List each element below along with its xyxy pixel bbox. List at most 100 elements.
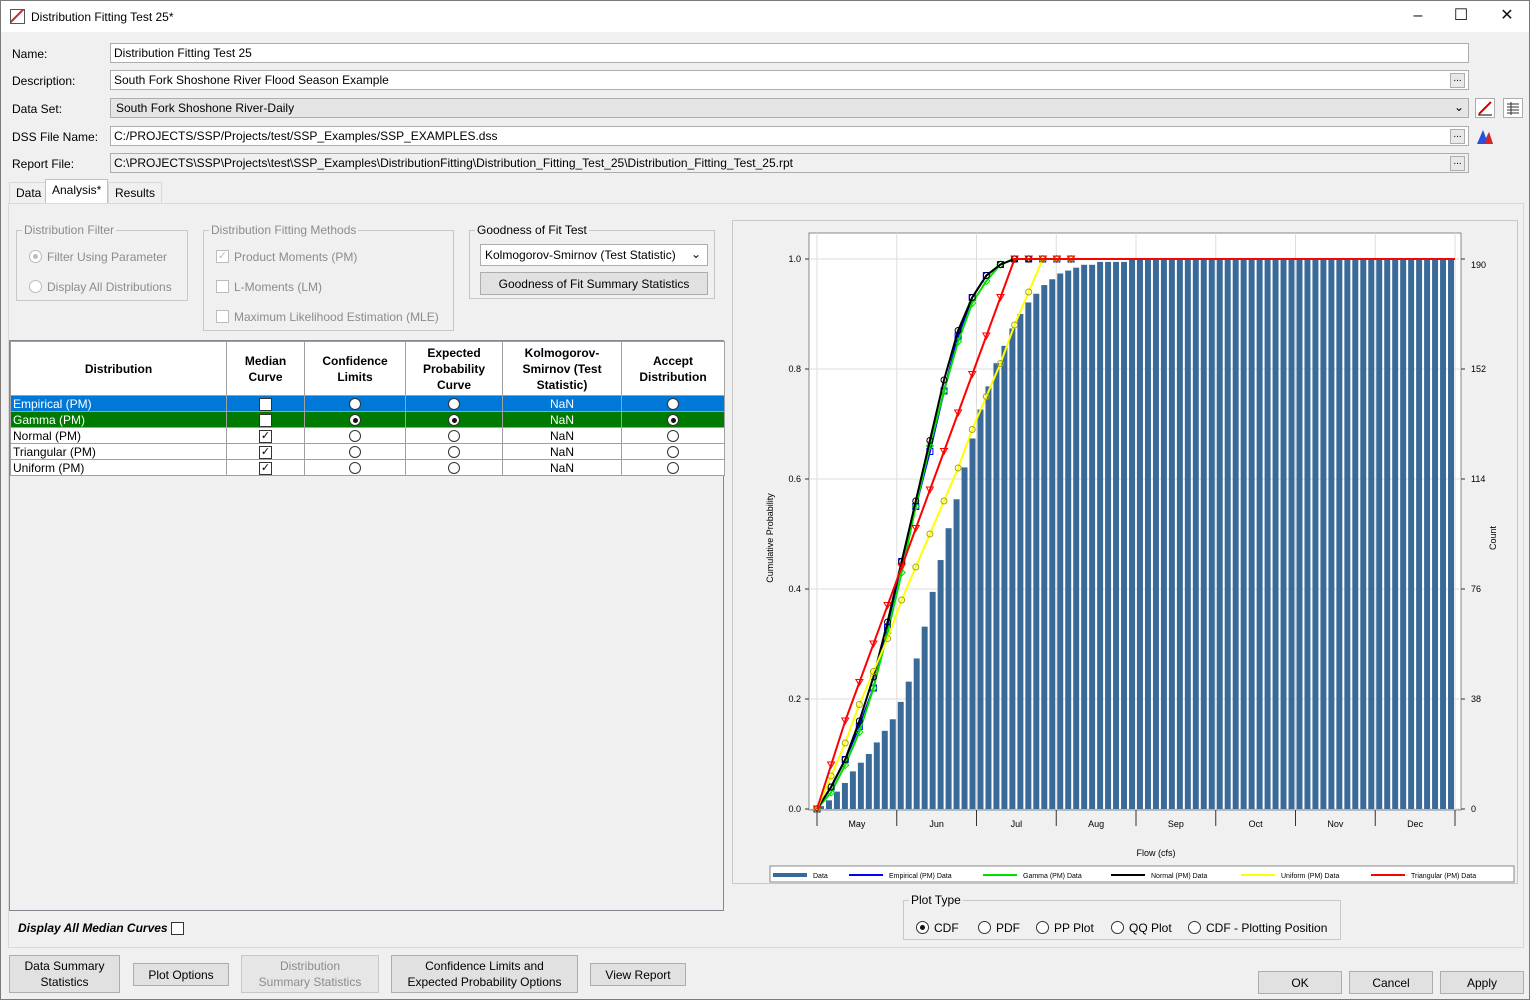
median-curve-checkbox[interactable]: ✓ — [226, 395, 305, 412]
median-curve-checkbox[interactable]: ✓ — [226, 427, 305, 444]
l-moments-checkbox[interactable]: L-Moments (LM) — [216, 279, 322, 294]
header-accept-distribution[interactable]: Accept Distribution — [621, 341, 725, 396]
fitting-methods-group: Distribution Fitting Methods ✓ Product Mo… — [203, 223, 454, 331]
table-row[interactable]: Uniform (PM) ✓ NaN — [10, 459, 725, 476]
distribution-filter-title: Distribution Filter — [22, 223, 117, 237]
expected-probability-radio[interactable] — [405, 427, 503, 444]
series-line — [816, 258, 1455, 810]
dss-input[interactable]: C:/PROJECTS/SSP/Projects/test/SSP_Exampl… — [110, 126, 1469, 146]
dss-plot-icon[interactable] — [1475, 126, 1495, 146]
table-dataset-icon[interactable] — [1503, 98, 1523, 118]
gof-test-select[interactable]: Kolmogorov-Smirnov (Test Statistic) ⌄ — [480, 244, 708, 266]
confidence-limits-radio[interactable] — [304, 443, 406, 460]
maximize-icon[interactable]: ☐ — [1453, 7, 1469, 24]
tab-results[interactable]: Results — [108, 182, 163, 203]
gof-summary-button[interactable]: Goodness of Fit Summary Statistics — [480, 272, 708, 295]
display-all-median-curves[interactable]: Display All Median Curves — [18, 921, 184, 936]
goodness-of-fit-title: Goodness of Fit Test — [475, 223, 589, 237]
expected-probability-radio[interactable] — [405, 459, 503, 476]
gof-test-value: Kolmogorov-Smirnov (Test Statistic) — [485, 248, 676, 262]
median-curve-checkbox[interactable]: ✓ — [226, 411, 305, 428]
report-ellipsis-button[interactable]: ... — [1450, 156, 1465, 171]
accept-distribution-radio[interactable] — [621, 459, 725, 476]
tab-analysis[interactable]: Analysis* — [45, 179, 109, 203]
data-summary-statistics-button[interactable]: Data Summary Statistics — [9, 955, 120, 993]
header-confidence-limits[interactable]: Confidence Limits — [304, 341, 406, 396]
fitting-methods-title: Distribution Fitting Methods — [209, 223, 359, 237]
mle-checkbox[interactable]: Maximum Likelihood Estimation (MLE) — [216, 309, 439, 324]
accept-distribution-radio[interactable] — [621, 427, 725, 444]
histogram-bar — [1057, 273, 1064, 809]
header-median-curve[interactable]: Median Curve — [226, 341, 305, 396]
description-label: Description: — [12, 74, 76, 88]
histogram-bar — [1216, 259, 1223, 809]
data-point — [967, 371, 977, 379]
plot-dataset-icon[interactable] — [1475, 98, 1495, 118]
distribution-name: Empirical (PM) — [10, 395, 227, 412]
histogram-bar — [913, 658, 920, 809]
confidence-limits-radio[interactable] — [304, 459, 406, 476]
expected-probability-radio[interactable] — [405, 395, 503, 412]
histogram-bar — [1192, 259, 1199, 809]
dataset-select[interactable]: South Fork Shoshone River-Daily ⌄ — [110, 98, 1469, 118]
expected-probability-radio[interactable] — [405, 443, 503, 460]
cdf-plotting-position-radio[interactable]: CDF - Plotting Position — [1188, 920, 1327, 935]
dss-ellipsis-button[interactable]: ... — [1450, 129, 1465, 144]
chevron-down-icon: ⌄ — [690, 247, 701, 261]
pdf-radio[interactable]: PDF — [978, 920, 1020, 935]
table-row[interactable]: Empirical (PM) ✓ NaN — [10, 395, 725, 412]
header-expected-probability[interactable]: Expected Probability Curve — [405, 341, 503, 396]
view-report-button[interactable]: View Report — [590, 963, 686, 986]
confidence-limits-radio[interactable] — [304, 411, 406, 428]
cdf-chart[interactable]: 0.0 0.2 0.4 0.6 0.8 1.0 0 38 76 114 152 190 May Jun… — [741, 220, 1517, 884]
confidence-limits-options-button[interactable]: Confidence Limits and Expected Probabilit… — [391, 955, 578, 993]
histogram-bar — [1176, 259, 1183, 809]
histogram-bar — [969, 438, 976, 809]
filter-using-parameter-radio[interactable]: Filter Using Parameter — [29, 249, 167, 264]
table-row[interactable]: Gamma (PM) ✓ NaN — [10, 411, 725, 428]
qq-plot-radio[interactable]: QQ Plot — [1111, 920, 1172, 935]
data-point — [996, 360, 1004, 367]
histogram-bar — [897, 701, 904, 809]
median-curve-checkbox[interactable]: ✓ — [226, 459, 305, 476]
accept-distribution-radio[interactable] — [621, 411, 725, 428]
product-moments-checkbox[interactable]: ✓ Product Moments (PM) — [216, 249, 358, 264]
header-ks-statistic[interactable]: Kolmogorov-Smirnov (Test Statistic) — [502, 341, 622, 396]
close-icon[interactable]: ✕ — [1500, 7, 1514, 24]
expected-probability-radio[interactable] — [405, 411, 503, 428]
legend-label: Gamma (PM) Data — [1023, 873, 1082, 880]
accept-distribution-radio[interactable] — [621, 443, 725, 460]
apply-button[interactable]: Apply — [1440, 971, 1524, 994]
ok-button[interactable]: OK — [1258, 971, 1342, 994]
report-input[interactable]: C:\PROJECTS\SSP\Projects\test\SSP_Exampl… — [110, 153, 1469, 173]
description-input[interactable]: South Fork Shoshone River Flood Season E… — [110, 70, 1469, 90]
cancel-button[interactable]: Cancel — [1349, 971, 1433, 994]
y-tick-label: 0.2 — [788, 694, 801, 704]
minimize-icon[interactable]: – — [1413, 7, 1423, 24]
confidence-limits-radio[interactable] — [304, 427, 406, 444]
x-tick-label: Aug — [1088, 819, 1104, 829]
x-tick-label: Jun — [929, 819, 944, 829]
name-input[interactable]: Distribution Fitting Test 25 — [110, 43, 1469, 63]
histogram-bar — [929, 591, 936, 809]
plot-options-button[interactable]: Plot Options — [133, 963, 229, 986]
tab-data[interactable]: Data — [9, 182, 49, 203]
data-point — [968, 294, 976, 301]
distribution-summary-statistics-button[interactable]: Distribution Summary Statistics — [241, 955, 379, 993]
data-point — [939, 448, 949, 456]
data-point — [912, 497, 920, 505]
plot-type-title: Plot Type — [909, 893, 963, 907]
confidence-limits-radio[interactable] — [304, 395, 406, 412]
display-all-median-checkbox[interactable] — [170, 922, 184, 936]
median-curve-checkbox[interactable]: ✓ — [226, 443, 305, 460]
cdf-radio[interactable]: CDF — [916, 920, 959, 935]
table-row[interactable]: Triangular (PM) ✓ NaN — [10, 443, 725, 460]
data-point — [855, 727, 864, 737]
accept-distribution-radio[interactable] — [621, 395, 725, 412]
header-distribution[interactable]: Distribution — [10, 341, 227, 396]
table-row[interactable]: Normal (PM) ✓ NaN — [10, 427, 725, 444]
description-ellipsis-button[interactable]: ... — [1450, 73, 1465, 88]
pp-plot-radio[interactable]: PP Plot — [1036, 920, 1094, 935]
display-all-distributions-radio[interactable]: Display All Distributions — [29, 279, 172, 294]
histogram-bar — [1304, 259, 1311, 809]
